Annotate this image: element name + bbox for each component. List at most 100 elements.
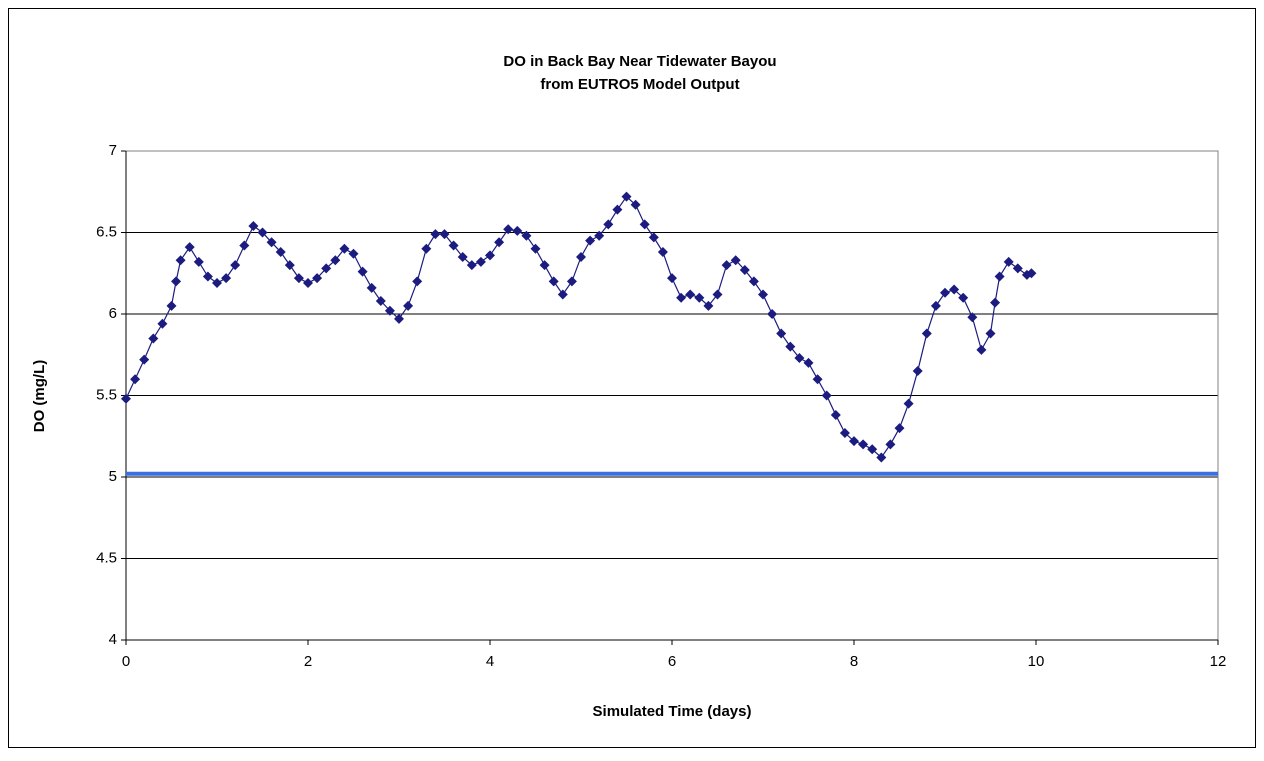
data-point	[248, 220, 259, 231]
data-point	[576, 251, 586, 262]
data-point	[930, 300, 941, 311]
data-point	[967, 312, 978, 323]
data-point	[785, 341, 796, 352]
data-point	[366, 282, 377, 293]
data-point	[339, 243, 350, 254]
data-point	[1026, 268, 1037, 279]
y-tick-label: 6.5	[96, 223, 117, 240]
data-point	[585, 235, 596, 246]
data-point	[940, 287, 950, 298]
x-tick-label: 10	[1028, 653, 1045, 670]
data-point	[830, 410, 841, 421]
x-tick-label: 6	[668, 653, 676, 670]
data-point	[858, 439, 869, 450]
data-point	[667, 273, 677, 284]
data-point	[694, 292, 705, 303]
data-point	[230, 260, 241, 271]
x-tick-label: 8	[850, 653, 858, 670]
data-point	[639, 219, 650, 230]
data-point	[876, 452, 887, 463]
data-point	[867, 444, 878, 455]
data-point	[794, 353, 805, 364]
data-point	[157, 318, 168, 329]
data-point	[221, 273, 232, 284]
data-point	[303, 278, 313, 289]
data-point	[293, 273, 304, 284]
data-point	[894, 423, 905, 434]
data-point	[394, 313, 404, 324]
x-tick-label: 12	[1210, 653, 1227, 670]
x-tick-label: 2	[304, 653, 312, 670]
data-point	[885, 439, 896, 450]
data-point	[603, 219, 614, 230]
data-point	[171, 276, 182, 287]
data-point	[485, 250, 495, 261]
data-point	[284, 260, 295, 271]
data-point	[330, 255, 341, 266]
y-tick-label: 4.5	[96, 549, 117, 566]
data-point	[990, 297, 1001, 308]
data-point	[530, 243, 541, 254]
data-point	[839, 427, 850, 438]
y-tick-label: 4	[109, 631, 117, 648]
data-point	[758, 289, 768, 300]
data-point	[357, 266, 368, 277]
y-axis-label: DO (mg/L)	[31, 360, 48, 433]
data-point	[949, 284, 960, 295]
data-point	[512, 225, 523, 236]
data-point	[721, 260, 732, 271]
data-point	[985, 328, 996, 339]
x-tick-label: 4	[486, 653, 494, 670]
data-point	[257, 227, 268, 238]
y-tick-label: 6	[109, 305, 117, 322]
data-point	[685, 289, 696, 300]
data-point	[612, 204, 623, 215]
data-point	[430, 229, 441, 240]
data-point	[175, 255, 186, 266]
data-point	[166, 300, 177, 311]
x-tick-label: 0	[122, 653, 130, 670]
data-point	[148, 333, 159, 344]
data-point	[239, 240, 250, 251]
data-point	[539, 260, 550, 271]
chart-title: DO in Back Bay Near Tidewater Bayou	[503, 53, 776, 70]
data-point	[439, 229, 450, 240]
data-point	[621, 191, 632, 202]
data-point	[184, 242, 195, 253]
data-point	[903, 398, 914, 409]
data-point	[767, 309, 778, 319]
data-point	[494, 237, 505, 248]
data-point	[139, 354, 150, 365]
data-point	[275, 247, 286, 258]
y-tick-label: 5	[109, 468, 117, 485]
x-axis-label: Simulated Time (days)	[593, 703, 752, 720]
data-point	[421, 243, 432, 254]
data-point	[548, 276, 559, 287]
data-point	[630, 199, 641, 210]
data-point	[657, 247, 668, 258]
data-point	[202, 271, 213, 282]
data-point	[348, 248, 359, 259]
chart-subtitle: from EUTRO5 Model Output	[540, 76, 739, 93]
data-point	[1003, 256, 1014, 267]
data-point	[648, 232, 659, 243]
data-point	[193, 256, 204, 267]
data-point	[849, 436, 859, 447]
data-point	[457, 251, 468, 262]
data-point	[594, 230, 605, 241]
data-point	[812, 374, 823, 385]
data-point	[821, 390, 832, 401]
data-point	[475, 256, 486, 267]
data-point	[712, 289, 723, 300]
data-point	[703, 300, 714, 311]
data-point	[266, 237, 277, 248]
data-point	[557, 289, 568, 300]
data-point	[958, 292, 969, 303]
data-point	[739, 264, 750, 275]
data-point	[994, 271, 1005, 282]
data-point	[566, 276, 577, 287]
data-point	[448, 240, 459, 251]
data-point	[375, 295, 386, 306]
data-point	[521, 230, 532, 241]
chart-frame	[8, 8, 1256, 748]
